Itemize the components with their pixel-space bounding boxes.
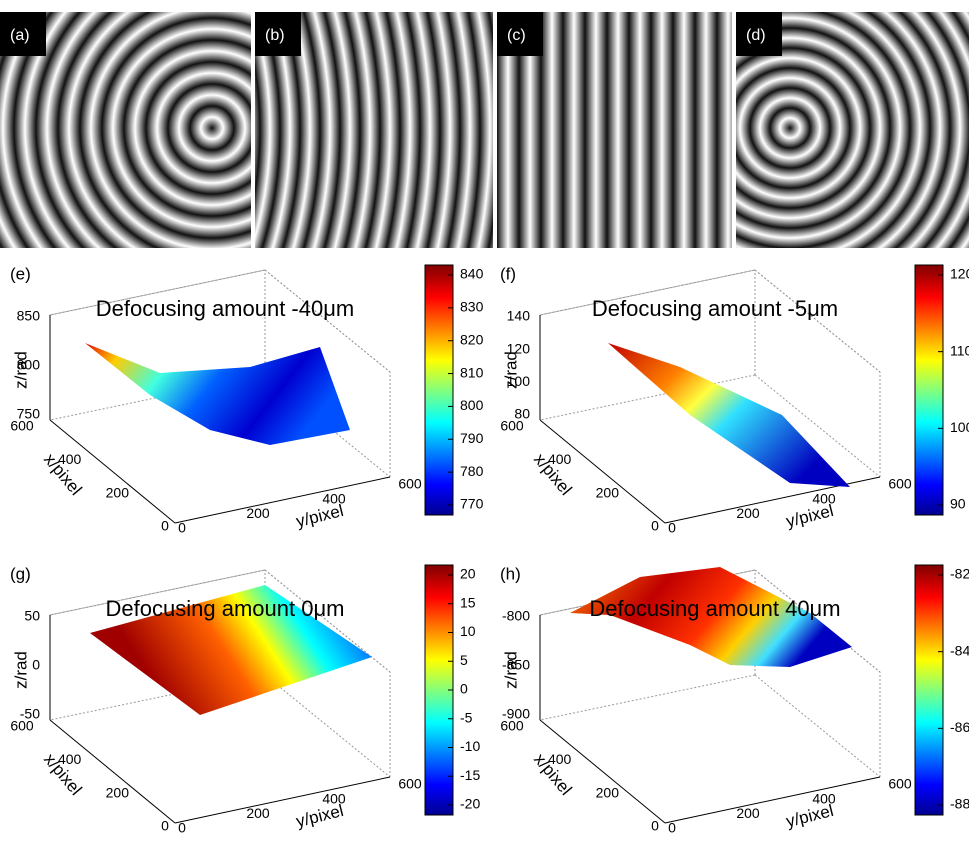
tick-label: 400 (548, 751, 572, 767)
axis-line (175, 777, 390, 823)
axis-line (665, 477, 880, 523)
tick-label: 0 (651, 518, 659, 534)
plot-title: Defocusing amount 40μm (589, 596, 840, 621)
colorbar-label: 120 (950, 266, 969, 282)
surface (608, 343, 850, 487)
colorbar-label: 10 (460, 623, 476, 639)
surface (85, 343, 350, 445)
colorbar-label: 20 (460, 566, 476, 582)
colorbar-label: -5 (460, 709, 473, 725)
tick-label: 400 (322, 790, 346, 806)
panel-label: (c) (507, 27, 526, 44)
colorbar-label: 770 (460, 496, 484, 512)
tick-label: 200 (106, 784, 130, 800)
tick-label: 400 (548, 451, 572, 467)
colorbar-label: 110 (950, 342, 969, 358)
tick-label: 200 (736, 505, 760, 521)
box-edge (755, 675, 880, 777)
plot-title: Defocusing amount -5μm (592, 296, 838, 321)
tick-label: 0 (668, 520, 676, 536)
axis-line (665, 777, 880, 823)
colorbar-label: -10 (460, 738, 480, 754)
colorbar-label: -840 (950, 642, 969, 658)
colorbar-label: 100 (950, 419, 969, 435)
colorbar-label: 800 (460, 397, 484, 413)
tick-label: 50 (24, 608, 40, 624)
tick-label: 600 (398, 776, 422, 792)
colorbar (425, 265, 453, 515)
colorbar-label: -820 (950, 566, 969, 582)
plot-title: Defocusing amount 0μm (106, 596, 345, 621)
colorbar-label: 780 (460, 463, 484, 479)
colorbar-label: 820 (460, 331, 484, 347)
tick-label: 400 (322, 490, 346, 506)
tick-label: 400 (812, 790, 836, 806)
tick-label: 800 (17, 357, 41, 373)
tick-label: 850 (17, 308, 41, 324)
colorbar-label: -880 (950, 796, 969, 812)
axis-line (175, 477, 390, 523)
colorbar-label: 830 (460, 299, 484, 315)
tick-label: 0 (161, 518, 169, 534)
z-axis-label: z/rad (11, 651, 30, 689)
tick-label: -800 (502, 608, 530, 624)
figure: (a) (b) (c) (d) (e) Defocusing amount -40μm z/… (0, 0, 969, 847)
colorbar-label: -20 (460, 796, 480, 812)
tick-label: 140 (507, 308, 531, 324)
tick-label: 0 (178, 520, 186, 536)
box-edge (755, 270, 880, 372)
panel-label: (f) (500, 264, 516, 283)
colorbar-label: 840 (460, 266, 484, 282)
tick-label: 600 (398, 476, 422, 492)
tick-label: 400 (58, 751, 82, 767)
tick-label: 200 (246, 505, 270, 521)
tick-label: 0 (161, 818, 169, 834)
colorbar-label: 810 (460, 364, 484, 380)
tick-label: 600 (10, 718, 34, 734)
colorbar-label: 790 (460, 430, 484, 446)
tick-label: 600 (500, 718, 524, 734)
colorbar-label: -860 (950, 719, 969, 735)
tick-label: 100 (507, 373, 531, 389)
surface-plot: (g)Defocusing amount 0μmz/radx/pixely/pi… (10, 564, 480, 835)
panel-label: (a) (10, 27, 30, 44)
tick-label: 400 (812, 490, 836, 506)
tick-label: 200 (246, 805, 270, 821)
colorbar-label: 90 (950, 496, 966, 512)
panel-label: (b) (265, 27, 285, 44)
tick-label: 600 (10, 418, 34, 434)
tick-label: -850 (502, 657, 530, 673)
colorbar (915, 265, 943, 515)
panel-label: (e) (10, 264, 31, 283)
tick-label: 200 (596, 784, 620, 800)
surface-plot: (e)Defocusing amount -40μmz/radx/pixely/… (10, 264, 484, 535)
box-edge (265, 270, 390, 372)
panel-label: (g) (10, 564, 31, 583)
colorbar (915, 565, 943, 815)
colorbar-label: 15 (460, 594, 476, 610)
surface-plot: (h)Defocusing amount 40μmz/radx/pixely/p… (500, 564, 969, 835)
box-edge (265, 675, 390, 777)
tick-label: 200 (736, 805, 760, 821)
tick-label: 0 (668, 820, 676, 836)
panel-label: (d) (746, 27, 766, 44)
tick-label: 600 (888, 776, 912, 792)
tick-label: 120 (507, 340, 531, 356)
tick-label: 600 (888, 476, 912, 492)
plot-title: Defocusing amount -40μm (96, 296, 354, 321)
tick-label: 400 (58, 451, 82, 467)
colorbar-label: -15 (460, 767, 480, 783)
tick-label: 0 (178, 820, 186, 836)
box-edge (540, 675, 755, 720)
surface-plot: (f)Defocusing amount -5μmz/radx/pixely/p… (500, 264, 969, 535)
tick-label: 0 (32, 657, 40, 673)
panel-label: (h) (500, 564, 521, 583)
tick-label: 600 (500, 418, 524, 434)
tick-label: 200 (106, 484, 130, 500)
colorbar-label: 0 (460, 681, 468, 697)
tick-label: 0 (651, 818, 659, 834)
tick-label: 200 (596, 484, 620, 500)
colorbar-label: 5 (460, 652, 468, 668)
